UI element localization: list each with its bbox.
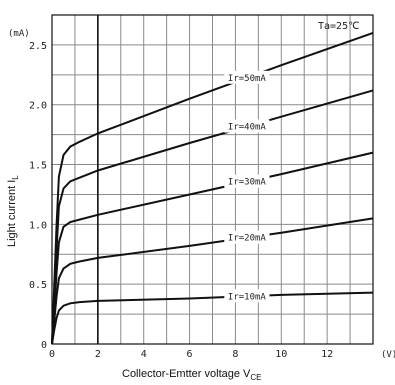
curves xyxy=(51,31,374,345)
y-tick-label: 0.5 xyxy=(29,280,47,291)
curve-label-background xyxy=(224,289,270,303)
curve-label: Ir=30mA xyxy=(228,178,267,188)
series-line-ir-10ma xyxy=(51,291,374,345)
x-tick-label: 0 xyxy=(49,349,55,360)
x-axis-title-main: Collector-Emtter voltage V xyxy=(122,368,251,380)
y-tick-label: 1.5 xyxy=(29,161,47,172)
curve-label: Ir=20mA xyxy=(228,234,267,244)
plot-frame xyxy=(51,14,374,345)
series-line-ir-50ma xyxy=(51,31,374,345)
x-tick-label: 4 xyxy=(141,349,147,360)
curve-label: Ir=10mA xyxy=(228,292,267,302)
temperature-annotation: Ta=25℃ xyxy=(318,21,359,32)
x-tick-label: 12 xyxy=(321,349,333,360)
y-axis-title: Light current IL xyxy=(6,175,20,247)
curve-label-background xyxy=(224,70,270,84)
tick-labels: 0 2 4 6 8 10 12 0 0.5 1.0 1.5 2.0 2.5 xyxy=(29,41,333,360)
x-unit-label: (V) xyxy=(381,350,395,360)
y-axis-title-main: Light current I xyxy=(6,180,18,247)
grid xyxy=(52,15,373,344)
y-tick-label: 1.0 xyxy=(29,220,47,231)
curve-label: Ir=50mA xyxy=(228,74,267,84)
y-axis-title-subscript: L xyxy=(11,175,20,180)
y-tick-label: 2.0 xyxy=(29,101,47,112)
curve-labels: Ir=10mA Ir=20mA Ir=30mA Ir=40mA Ir=50mA xyxy=(224,70,270,303)
x-tick-label: 2 xyxy=(95,349,101,360)
x-axis-title-subscript: CE xyxy=(250,373,261,382)
curve-label-background xyxy=(224,119,270,133)
x-tick-label: 10 xyxy=(275,349,287,360)
x-tick-label: 6 xyxy=(187,349,193,360)
y-unit-label: (mA) xyxy=(8,29,30,39)
x-axis-title: Collector-Emtter voltage VCE xyxy=(122,368,262,382)
curve-label: Ir=40mA xyxy=(228,123,267,133)
y-tick-label: 0 xyxy=(41,340,47,351)
curve-label-background xyxy=(224,174,270,188)
curve-label-background xyxy=(224,230,270,244)
series-line-ir-20ma xyxy=(51,217,374,345)
x-tick-label: 8 xyxy=(232,349,238,360)
y-tick-label: 2.5 xyxy=(29,41,47,52)
